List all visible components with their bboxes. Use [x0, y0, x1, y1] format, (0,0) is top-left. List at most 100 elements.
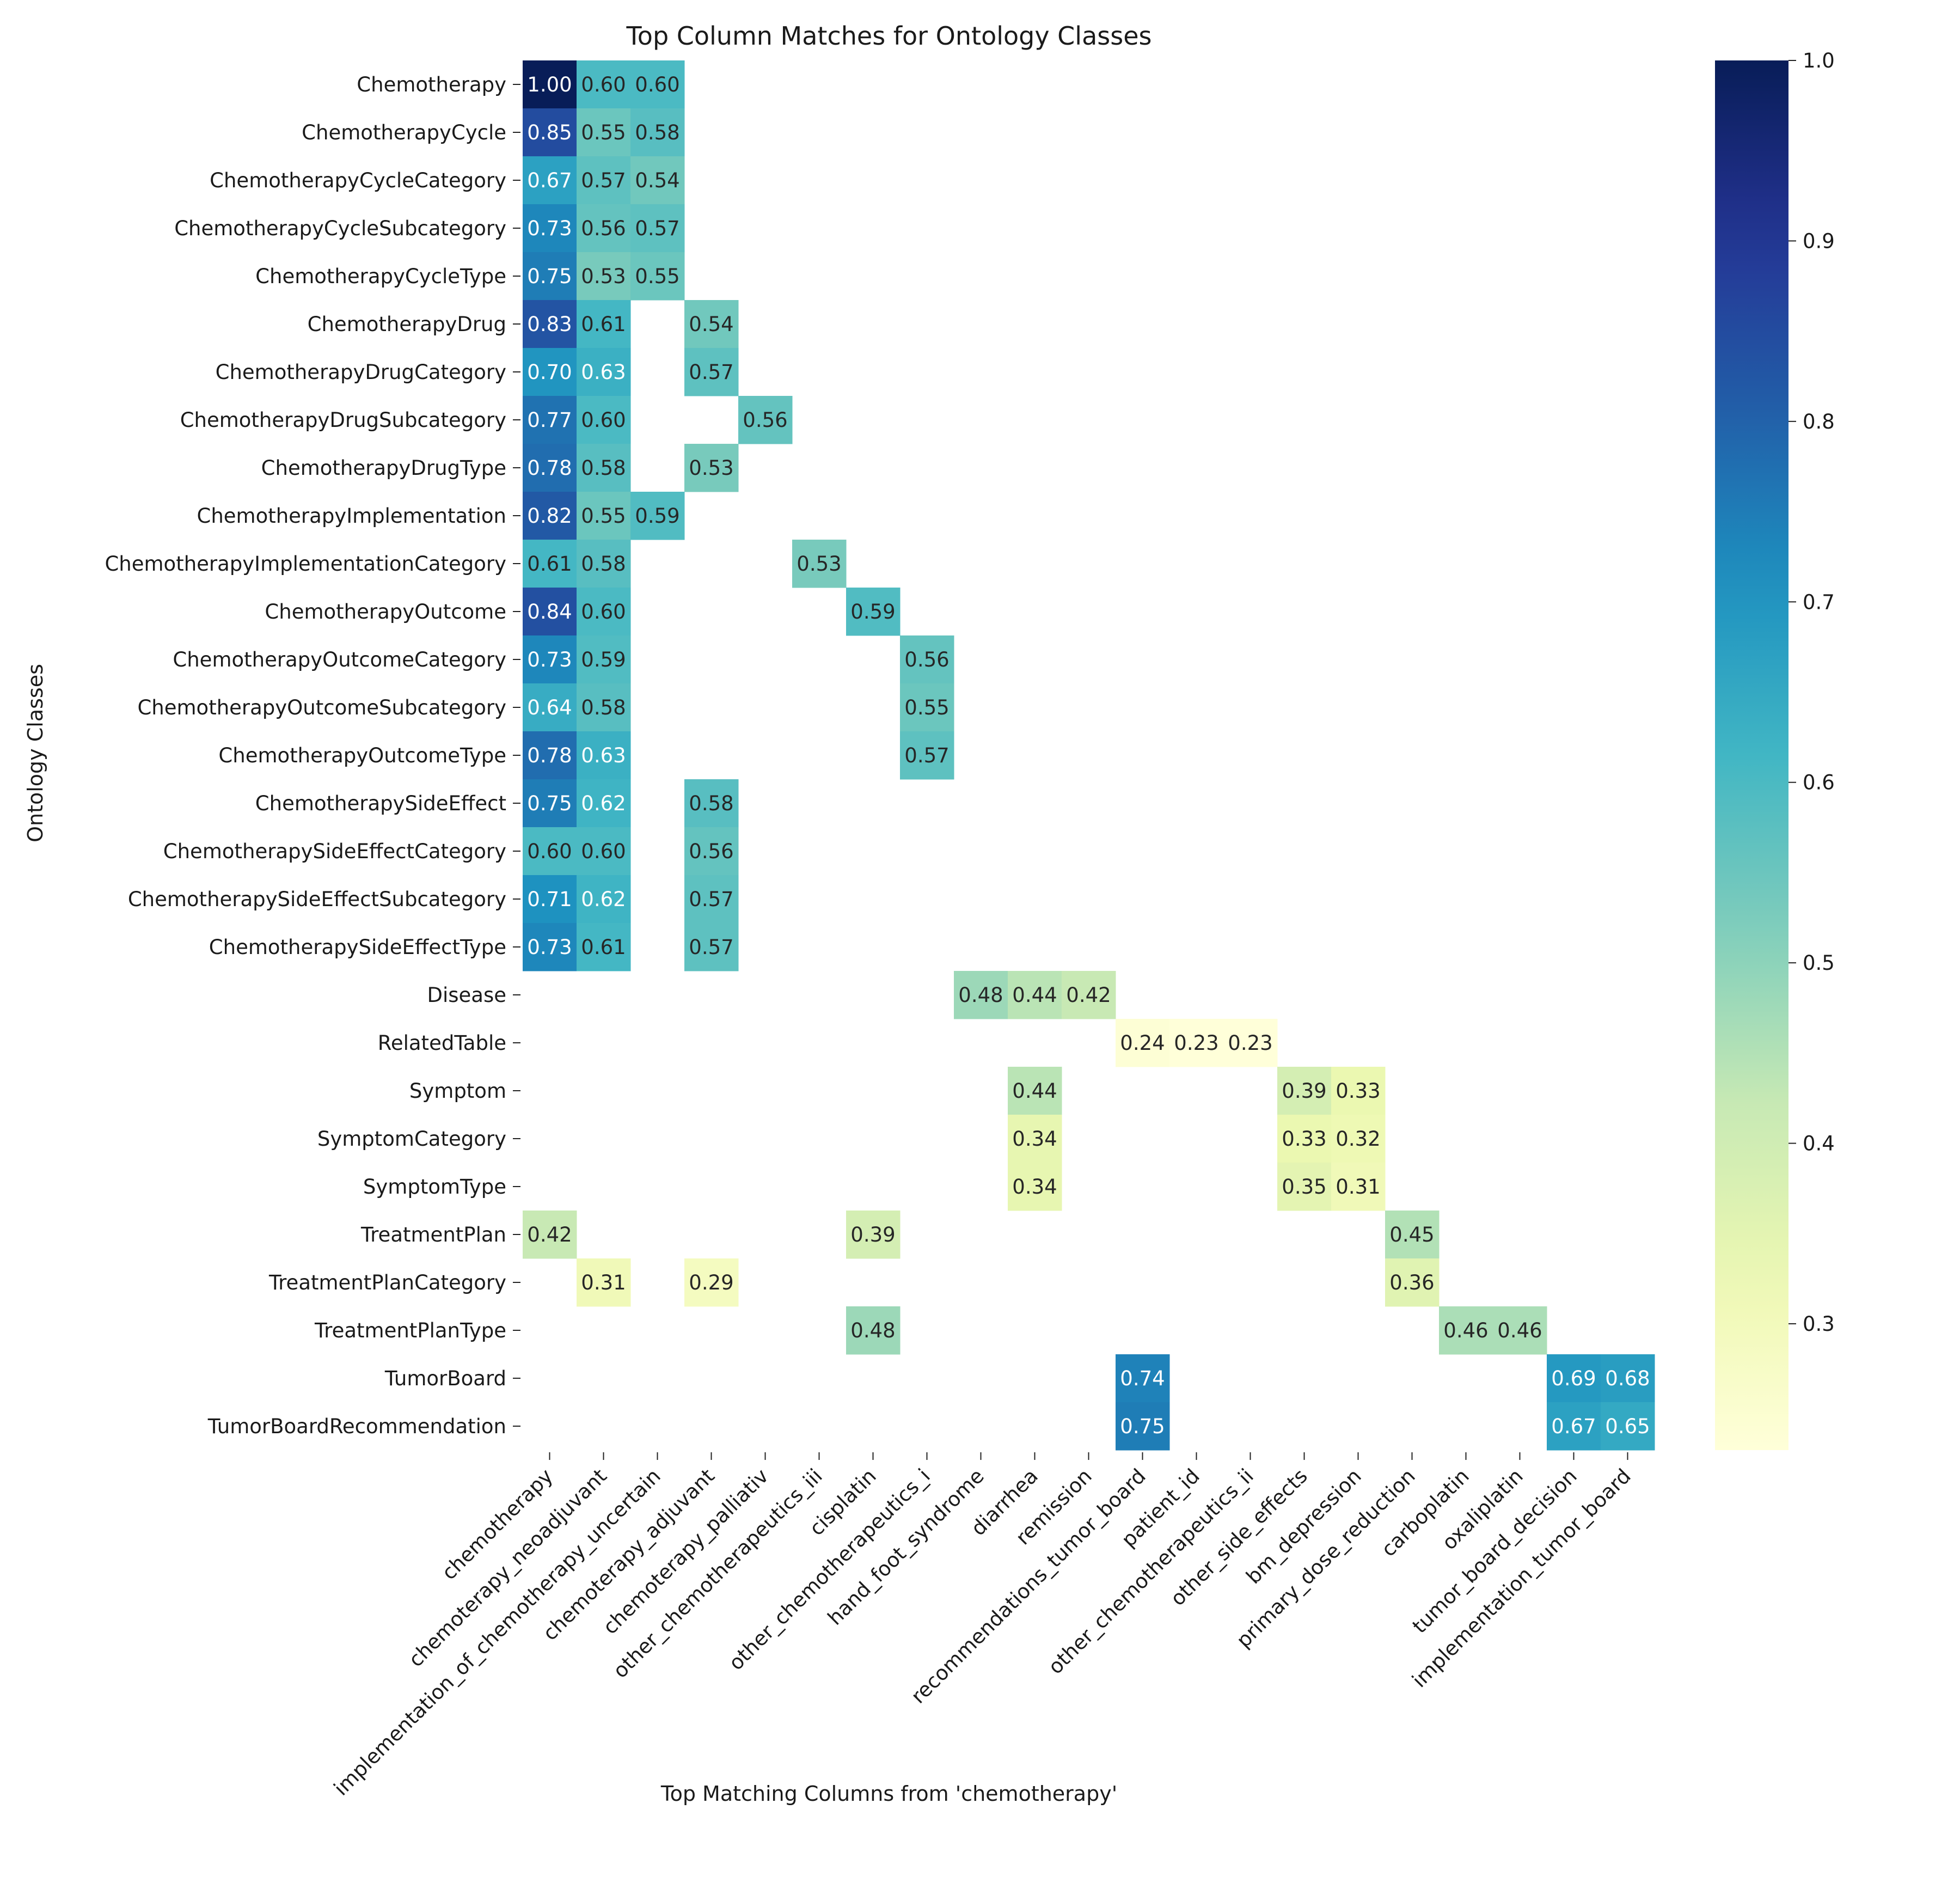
- y-tick-label: ChemotherapyDrugType: [261, 456, 506, 480]
- cell-value-label: 0.57: [689, 936, 733, 959]
- heatmap-cell: [577, 1258, 631, 1307]
- cell-value-label: 0.75: [527, 265, 572, 288]
- heatmap-cells: 1.00 0.60 0.60 0.85 0.55 0.58 0.67 0.57 0.54 0.73…: [523, 60, 1655, 1451]
- heatmap-cell: [630, 204, 685, 253]
- cell-value-label: 0.56: [904, 648, 949, 671]
- heatmap-cell: [523, 156, 577, 205]
- chart-title: Top Column Matches for Ontology Classes: [626, 21, 1152, 51]
- cell-value-label: 0.55: [581, 121, 626, 144]
- cell-value-label: 0.61: [527, 552, 572, 576]
- cell-value-label: 0.57: [904, 744, 949, 767]
- heatmap-cell: [523, 204, 577, 253]
- heatmap-cell: [684, 923, 739, 971]
- heatmap-cell: [523, 635, 577, 684]
- cell-value-label: 0.55: [635, 265, 679, 288]
- colorbar-tick-label: 0.8: [1803, 410, 1835, 433]
- y-tick-label: ChemotherapyImplementationCategory: [105, 552, 506, 576]
- cell-value-label: 0.83: [527, 313, 572, 336]
- heatmap-cell: [1601, 1402, 1655, 1451]
- cell-value-label: 0.75: [1120, 1415, 1165, 1438]
- cell-value-label: 0.57: [581, 169, 626, 192]
- heatmap-cell: [577, 635, 631, 684]
- cell-value-label: 0.82: [527, 504, 572, 528]
- heatmap-cell: [577, 875, 631, 924]
- heatmap-cell: [523, 108, 577, 157]
- heatmap-cell: [954, 971, 1008, 1019]
- heatmap-cell: [846, 1306, 901, 1355]
- cell-value-label: 0.61: [581, 936, 626, 959]
- cell-value-label: 0.35: [1282, 1175, 1326, 1199]
- heatmap-cell: [1008, 1067, 1062, 1115]
- cell-value-label: 0.46: [1443, 1319, 1488, 1342]
- heatmap-cell: [1385, 1258, 1440, 1307]
- heatmap-cell: [1062, 971, 1116, 1019]
- cell-value-label: 0.34: [1012, 1175, 1057, 1199]
- heatmap-cell: [577, 396, 631, 444]
- heatmap-cell: [523, 875, 577, 924]
- colorbar: 0.3 0.4 0.5 0.6 0.7 0.8 0.9 1.0: [1715, 49, 1835, 1450]
- cell-value-label: 0.53: [581, 265, 626, 288]
- heatmap-cell: [684, 779, 739, 828]
- heatmap-cell: [523, 827, 577, 876]
- heatmap-cell: [630, 252, 685, 301]
- cell-value-label: 0.75: [527, 792, 572, 815]
- heatmap-cell: [1331, 1115, 1386, 1163]
- colorbar-tick-label: 1.0: [1803, 49, 1835, 72]
- heatmap-cell: [577, 156, 631, 205]
- heatmap-cell: [1601, 1354, 1655, 1403]
- heatmap-cell: [523, 444, 577, 492]
- colorbar-tick-label: 0.3: [1803, 1312, 1835, 1336]
- cell-value-label: 0.31: [1336, 1175, 1380, 1199]
- heatmap-cell: [523, 540, 577, 588]
- heatmap-cell: [1008, 1163, 1062, 1211]
- cell-value-label: 0.33: [1282, 1127, 1326, 1151]
- cell-value-label: 0.65: [1605, 1415, 1650, 1438]
- y-tick-label: TreatmentPlanType: [314, 1319, 506, 1342]
- cell-value-label: 0.67: [527, 169, 572, 192]
- y-tick-label: ChemotherapyDrug: [308, 313, 506, 336]
- cell-value-label: 0.42: [527, 1223, 572, 1246]
- cell-value-label: 0.56: [689, 840, 733, 863]
- cell-value-label: 0.60: [635, 73, 679, 96]
- cell-value-label: 0.63: [581, 744, 626, 767]
- cell-value-label: 0.70: [527, 360, 572, 384]
- heatmap-cell: [523, 396, 577, 444]
- cell-value-label: 0.73: [527, 936, 572, 959]
- cell-value-label: 0.58: [581, 456, 626, 480]
- heatmap-cell: [792, 540, 847, 588]
- heatmap-cell: [577, 827, 631, 876]
- cell-value-label: 0.68: [1605, 1367, 1650, 1390]
- cell-value-label: 0.57: [635, 217, 679, 240]
- heatmap-cell: [577, 108, 631, 157]
- y-tick-label: ChemotherapyImplementation: [197, 504, 506, 528]
- heatmap-cell: [577, 252, 631, 301]
- heatmap-cell: [523, 731, 577, 780]
- heatmap-cell: [630, 108, 685, 157]
- cell-value-label: 0.60: [581, 73, 626, 96]
- cell-value-label: 0.23: [1228, 1031, 1272, 1055]
- heatmap-cell: [1116, 1354, 1170, 1403]
- heatmap-cell: [523, 348, 577, 396]
- heatmap-cell: [1116, 1402, 1170, 1451]
- cell-value-label: 0.55: [904, 696, 949, 719]
- cell-value-label: 0.58: [581, 696, 626, 719]
- heatmap-cell: [1385, 1211, 1440, 1259]
- cell-value-label: 0.59: [850, 600, 895, 623]
- heatmap-cell: [1547, 1354, 1601, 1403]
- y-tick-label: ChemotherapyDrugSubcategory: [180, 408, 506, 432]
- y-tick-label: ChemotherapyOutcome: [265, 600, 506, 623]
- heatmap-cell: [523, 1211, 577, 1259]
- cell-value-label: 0.78: [527, 744, 572, 767]
- cell-value-label: 0.39: [1282, 1079, 1326, 1103]
- y-tick-label: TumorBoard: [384, 1367, 506, 1390]
- y-tick-label: RelatedTable: [378, 1031, 506, 1055]
- y-tick-label: Disease: [427, 983, 506, 1007]
- cell-value-label: 0.69: [1551, 1367, 1596, 1390]
- heatmap-cell: [577, 923, 631, 971]
- heatmap-cell: [523, 60, 577, 109]
- heatmap-cell: [630, 492, 685, 540]
- colorbar-tick-label: 0.7: [1803, 590, 1835, 614]
- heatmap-cell: [900, 635, 954, 684]
- heatmap-cell: [900, 683, 954, 732]
